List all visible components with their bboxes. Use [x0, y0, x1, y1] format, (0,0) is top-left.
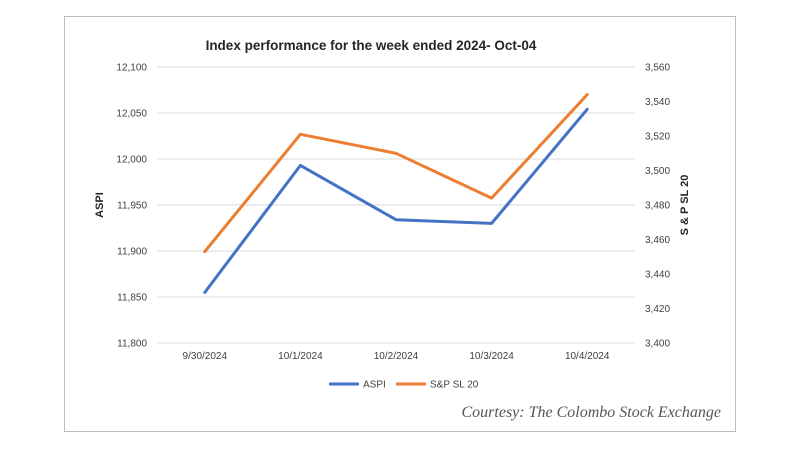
gridlines: [157, 66, 635, 344]
x-axis-ticks: 9/30/2024 10/1/2024 10/2/2024 10/3/2024 10/4…: [183, 351, 610, 362]
x-tick-label: 10/4/2024: [565, 351, 610, 362]
y2-tick-label: 3,560: [645, 63, 670, 74]
y2-tick-label: 3,400: [645, 339, 670, 350]
y-tick-label: 12,100: [116, 63, 147, 74]
y2-tick-label: 3,460: [645, 235, 670, 246]
left-axis-ticks: 11,800 11,850 11,900 11,950 12,000 12,050 12,1…: [116, 63, 147, 350]
x-tick-label: 10/1/2024: [278, 351, 323, 362]
legend-label: S&P SL 20: [430, 380, 479, 391]
y-tick-label: 11,950: [117, 201, 147, 212]
y2-axis-title: S & P SL 20: [679, 175, 691, 236]
y-tick-label: 11,800: [117, 339, 147, 350]
y-tick-label: 11,850: [117, 293, 147, 304]
right-axis-ticks: 3,400 3,420 3,440 3,460 3,480 3,500 3,520 3,540…: [645, 63, 670, 350]
x-tick-label: 9/30/2024: [183, 351, 228, 362]
legend-label: ASPI: [363, 380, 386, 391]
x-tick-label: 10/3/2024: [469, 351, 514, 362]
series-line-snp-sl20: [203, 93, 589, 254]
y2-tick-label: 3,420: [645, 304, 670, 315]
line-chart: Index performance for the week ended 202…: [94, 38, 722, 421]
y-tick-label: 12,050: [116, 109, 147, 120]
y2-tick-label: 3,440: [645, 270, 670, 281]
chart-frame: Index performance for the week ended 202…: [64, 16, 736, 432]
credit-text: Courtesy: The Colombo Stock Exchange: [462, 404, 722, 421]
series-lines: [203, 93, 589, 294]
y-tick-label: 11,900: [117, 247, 147, 258]
y-tick-label: 12,000: [116, 155, 147, 166]
y2-tick-label: 3,480: [645, 201, 670, 212]
y2-tick-label: 3,540: [645, 97, 670, 108]
y-axis-title: ASPI: [94, 192, 106, 218]
chart-title: Index performance for the week ended 202…: [206, 38, 537, 53]
y2-tick-label: 3,520: [645, 132, 670, 143]
series-line-aspi: [203, 107, 589, 294]
legend: ASPI S&P SL 20: [329, 380, 479, 391]
y2-tick-label: 3,500: [645, 166, 670, 177]
x-tick-label: 10/2/2024: [374, 351, 419, 362]
